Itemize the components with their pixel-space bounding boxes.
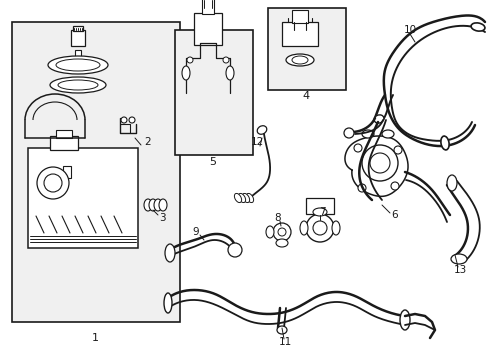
Ellipse shape xyxy=(446,175,456,191)
Bar xyxy=(71,30,85,46)
Bar xyxy=(56,130,72,138)
Ellipse shape xyxy=(291,56,307,64)
Ellipse shape xyxy=(56,59,100,71)
Text: 9: 9 xyxy=(192,227,199,237)
Text: 11: 11 xyxy=(278,337,291,347)
Ellipse shape xyxy=(361,130,373,138)
Circle shape xyxy=(361,145,397,181)
Ellipse shape xyxy=(331,221,339,235)
Ellipse shape xyxy=(257,126,266,134)
Ellipse shape xyxy=(450,254,466,264)
Bar xyxy=(12,22,180,322)
Circle shape xyxy=(357,184,365,192)
Bar xyxy=(305,198,333,214)
Circle shape xyxy=(272,223,290,241)
Ellipse shape xyxy=(246,193,253,203)
Text: 13: 13 xyxy=(452,265,466,275)
Bar xyxy=(175,30,252,155)
Text: 5: 5 xyxy=(209,157,216,167)
Ellipse shape xyxy=(265,226,273,238)
Ellipse shape xyxy=(276,326,286,334)
Ellipse shape xyxy=(440,136,448,150)
Text: 4: 4 xyxy=(302,91,309,101)
Circle shape xyxy=(393,146,401,154)
Text: 10: 10 xyxy=(403,25,416,35)
Ellipse shape xyxy=(159,199,167,211)
Ellipse shape xyxy=(48,56,108,74)
Ellipse shape xyxy=(58,80,98,90)
Circle shape xyxy=(305,214,333,242)
Circle shape xyxy=(369,153,389,173)
Bar xyxy=(194,13,222,45)
Circle shape xyxy=(223,57,228,63)
Ellipse shape xyxy=(373,115,383,123)
Circle shape xyxy=(390,182,398,190)
Ellipse shape xyxy=(285,54,313,66)
Circle shape xyxy=(186,57,193,63)
Text: 3: 3 xyxy=(159,213,165,223)
Circle shape xyxy=(278,228,285,236)
Circle shape xyxy=(44,174,62,192)
Ellipse shape xyxy=(299,221,307,235)
Ellipse shape xyxy=(312,208,326,216)
Text: 1: 1 xyxy=(91,333,98,343)
Circle shape xyxy=(227,243,242,257)
Ellipse shape xyxy=(154,199,162,211)
Text: 8: 8 xyxy=(274,213,281,223)
Text: 12: 12 xyxy=(250,137,263,147)
Bar xyxy=(50,136,78,150)
Ellipse shape xyxy=(50,77,106,93)
Bar xyxy=(73,26,83,31)
Ellipse shape xyxy=(143,199,152,211)
Ellipse shape xyxy=(399,310,409,330)
Ellipse shape xyxy=(470,23,484,31)
Text: 2: 2 xyxy=(144,137,151,147)
Circle shape xyxy=(312,221,326,235)
Bar xyxy=(282,22,317,46)
Ellipse shape xyxy=(225,66,234,80)
Ellipse shape xyxy=(343,128,353,138)
Ellipse shape xyxy=(164,244,175,262)
Text: 7: 7 xyxy=(318,207,325,217)
Ellipse shape xyxy=(149,199,157,211)
Bar xyxy=(291,10,307,23)
Text: 6: 6 xyxy=(391,210,398,220)
Bar xyxy=(28,148,138,248)
Bar xyxy=(75,50,81,64)
Ellipse shape xyxy=(182,66,190,80)
Circle shape xyxy=(129,117,135,123)
Ellipse shape xyxy=(275,239,287,247)
Ellipse shape xyxy=(238,193,245,203)
Circle shape xyxy=(37,167,69,199)
Bar xyxy=(267,8,346,90)
Ellipse shape xyxy=(381,130,393,138)
Bar xyxy=(63,166,71,178)
Ellipse shape xyxy=(234,193,241,203)
Ellipse shape xyxy=(242,193,249,203)
Circle shape xyxy=(121,117,127,123)
Circle shape xyxy=(353,144,361,152)
Ellipse shape xyxy=(163,293,172,313)
Bar xyxy=(202,0,214,14)
